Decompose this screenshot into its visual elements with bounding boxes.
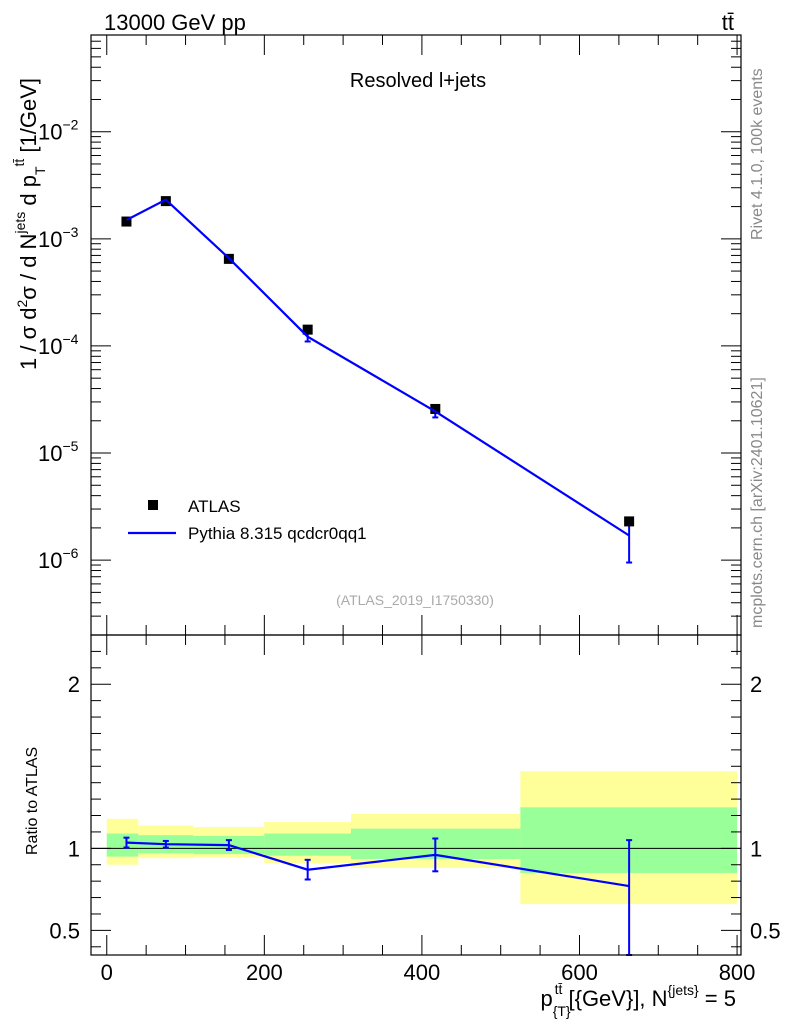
ratio-panel: 0.5 0.51 12 2 0 200 400 600 800 Ratio to ATLAS … bbox=[24, 634, 781, 1019]
mcplots-label: mcplots.cern.ch [arXiv:2401.10621] bbox=[749, 377, 766, 628]
x-tick-label: 0 bbox=[101, 960, 113, 985]
ratio-x-tick-labels: 0 200 400 600 800 bbox=[101, 960, 756, 985]
ratio-y-tick-label-right: 2 bbox=[750, 672, 762, 697]
stat-uncertainty-band bbox=[106, 833, 139, 857]
main-frame bbox=[90, 34, 742, 636]
atlas-marker bbox=[121, 216, 132, 227]
ratio-y-tick-label: 0.5 bbox=[49, 918, 80, 943]
main-y-tick-label: 10−5 bbox=[38, 438, 79, 466]
legend-atlas-label: ATLAS bbox=[188, 497, 241, 516]
x-axis-title: p{T}tt̄ [{GeV}], N{jets} = 5 bbox=[540, 981, 736, 1019]
ratio-axis-ticks bbox=[91, 635, 741, 955]
ratio-y-tick-label: 2 bbox=[68, 672, 80, 697]
atlas-marker bbox=[624, 516, 635, 527]
ratio-band-layer bbox=[91, 771, 741, 905]
ratio-y-tick-label: 1 bbox=[68, 836, 80, 861]
legend: ATLAS Pythia 8.315 qcdcr0qq1 bbox=[128, 497, 367, 543]
main-y-tick-labels: 10−6 10−5 10−4 10−3 10−2 bbox=[38, 117, 79, 573]
x-tick-label: 600 bbox=[561, 960, 598, 985]
atlas-marker bbox=[302, 324, 313, 335]
ratio-line bbox=[126, 841, 630, 888]
main-y-tick-label: 10−6 bbox=[38, 545, 79, 573]
rivet-version-label: Rivet 4.1.0, 100k events bbox=[749, 68, 766, 240]
main-series-layer bbox=[121, 196, 635, 564]
ratio-y-axis-title: Ratio to ATLAS bbox=[24, 747, 41, 855]
main-panel: 10−6 10−5 10−4 10−3 10−2 Resolved l+jets (AT… bbox=[11, 34, 742, 636]
main-y-tick-label: 10−4 bbox=[38, 331, 79, 359]
legend-pythia-label: Pythia 8.315 qcdcr0qq1 bbox=[188, 524, 367, 543]
pythia-line bbox=[125, 198, 630, 537]
process-label: tt̄ bbox=[722, 10, 734, 35]
stat-uncertainty-band bbox=[264, 833, 351, 856]
ratio-y-tick-labels: 0.5 0.5 1 1 2 2 bbox=[49, 672, 780, 943]
energy-label: 13000 GeV pp bbox=[104, 10, 246, 35]
ratio-frame bbox=[90, 634, 742, 956]
atlas-marker bbox=[430, 403, 441, 414]
legend-atlas-marker bbox=[148, 500, 158, 510]
main-y-tick-label: 10−2 bbox=[38, 117, 79, 145]
analysis-label: (ATLAS_2019_I1750330) bbox=[336, 592, 494, 608]
ratio-y-tick-label-right: 0.5 bbox=[750, 918, 781, 943]
main-y-tick-label: 10−3 bbox=[38, 224, 79, 252]
main-axis-ticks bbox=[91, 34, 741, 636]
ratio-y-tick-label-right: 1 bbox=[750, 836, 762, 861]
x-tick-label: 400 bbox=[404, 960, 441, 985]
svg-text:p{T}tt̄ [{GeV}], N{jets} = 5: p{T}tt̄ [{GeV}], N{jets} = 5 bbox=[540, 981, 736, 1019]
x-tick-label: 800 bbox=[719, 960, 756, 985]
main-title: Resolved l+jets bbox=[350, 70, 486, 92]
x-tick-label: 200 bbox=[246, 960, 283, 985]
